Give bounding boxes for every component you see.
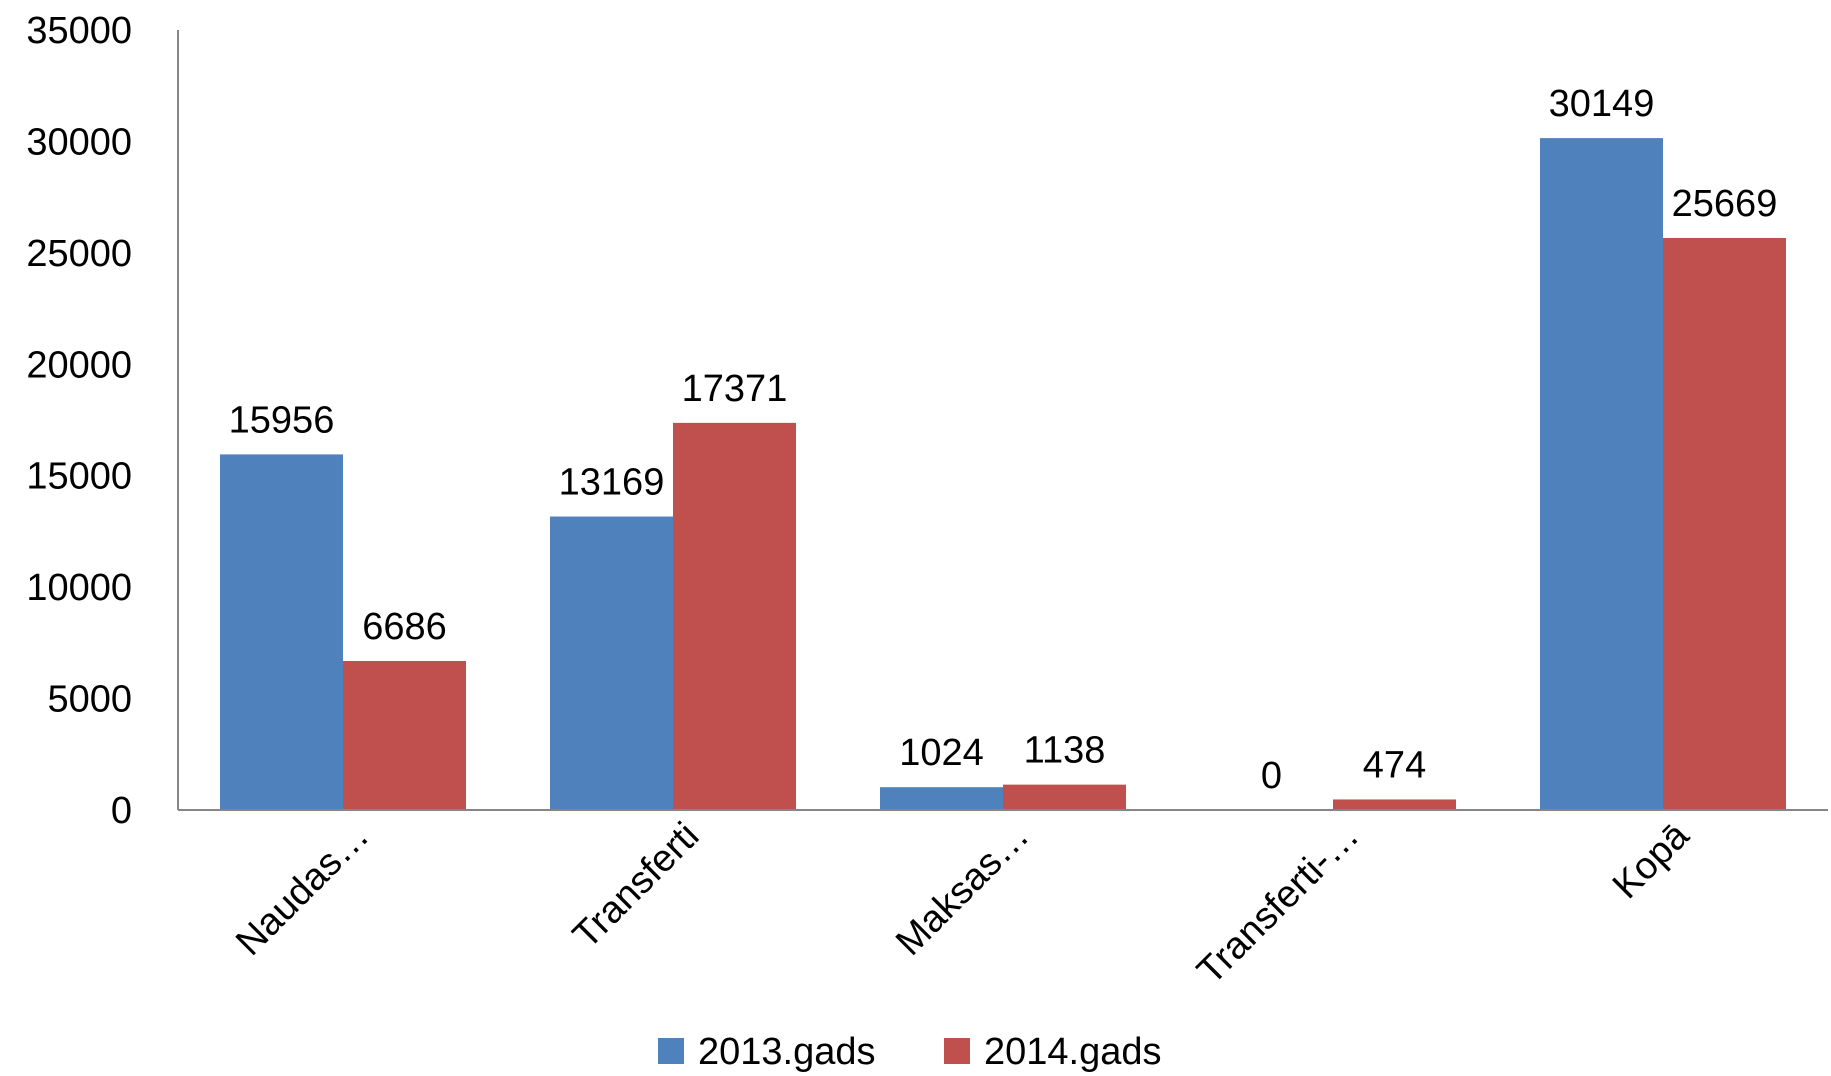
y-tick-label: 25000: [26, 233, 132, 275]
x-category-label: Transferti-…: [1189, 815, 1367, 993]
bar-series2: [673, 422, 796, 810]
data-label: 0: [1261, 755, 1282, 797]
bar-series1: [220, 454, 343, 810]
bar-series2: [1003, 784, 1126, 810]
data-label: 6686: [362, 606, 447, 648]
data-label: 474: [1363, 744, 1426, 786]
data-label: 30149: [1549, 83, 1655, 125]
legend-label: 2014.gads: [984, 1031, 1162, 1073]
x-category-label: Naudas…: [228, 815, 377, 964]
bar-series2: [1333, 799, 1456, 810]
bar-series1: [550, 516, 673, 810]
bar-series2: [343, 660, 466, 810]
data-label: 1138: [1024, 730, 1106, 772]
data-label: 13169: [559, 462, 665, 504]
bar-series2: [1663, 237, 1786, 810]
y-tick-label: 5000: [47, 679, 132, 721]
y-tick-label: 10000: [26, 567, 132, 609]
y-tick-label: 35000: [26, 10, 132, 52]
x-axis-category-labels: Naudas… Transferti Maksas… Transferti-… Kopā: [228, 814, 1698, 993]
x-category-label: Transferti: [565, 815, 707, 957]
legend-swatch: [944, 1038, 970, 1064]
legend: 2013.gads 2014.gads: [658, 1031, 1162, 1073]
legend-label: 2013.gads: [698, 1031, 876, 1073]
data-label: 1024: [899, 732, 984, 774]
bar-series1: [880, 787, 1003, 810]
y-axis-ticks: 0 5000 10000 15000 20000 25000 30000 35000: [26, 10, 132, 832]
data-label: 17371: [682, 368, 788, 410]
data-label: 25669: [1672, 183, 1778, 225]
y-tick-label: 30000: [26, 121, 132, 163]
y-tick-label: 20000: [26, 344, 132, 386]
y-tick-label: 0: [111, 790, 132, 832]
legend-swatch: [658, 1038, 684, 1064]
data-labels: 15956 6686 13169 17371 1024 1138 0 474 30149 2566…: [229, 83, 1778, 797]
data-label: 15956: [229, 399, 335, 441]
bars: [220, 138, 1786, 810]
x-category-label: Kopā: [1605, 814, 1698, 907]
bar-series1: [1540, 138, 1663, 810]
x-category-label: Maksas…: [888, 815, 1037, 964]
y-tick-label: 15000: [26, 456, 132, 498]
